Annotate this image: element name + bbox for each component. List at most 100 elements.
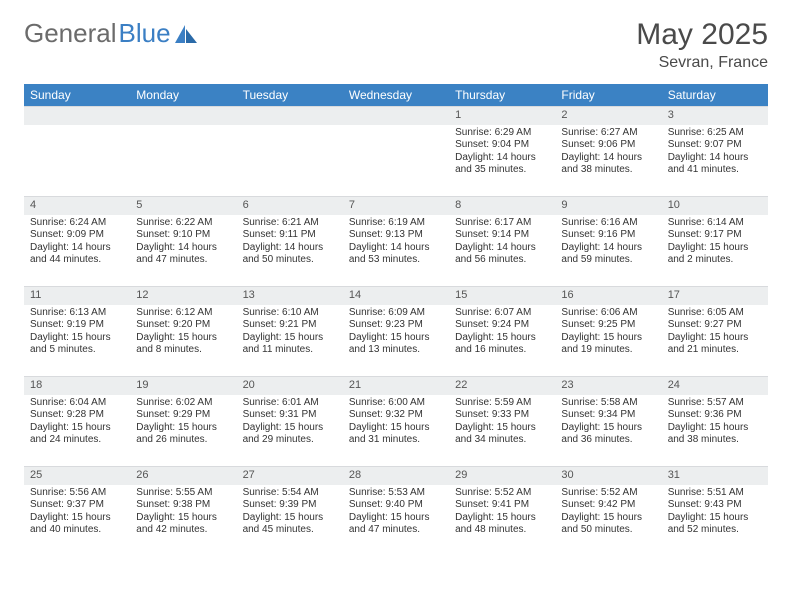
- day-cell: 19Sunrise: 6:02 AMSunset: 9:29 PMDayligh…: [130, 376, 236, 466]
- day-cell: [130, 106, 236, 196]
- sunrise-text: Sunrise: 5:52 AM: [455, 487, 549, 500]
- sunrise-text: Sunrise: 6:14 AM: [668, 217, 762, 230]
- daylight-text: Daylight: 15 hours and 34 minutes.: [455, 422, 549, 447]
- sunset-text: Sunset: 9:38 PM: [136, 499, 230, 512]
- day-number: 28: [343, 466, 449, 485]
- sunrise-text: Sunrise: 6:04 AM: [30, 397, 124, 410]
- daylight-text: Daylight: 14 hours and 41 minutes.: [668, 152, 762, 177]
- location: Sevran, France: [636, 54, 768, 72]
- daylight-text: Daylight: 14 hours and 38 minutes.: [561, 152, 655, 177]
- day-body: Sunrise: 6:01 AMSunset: 9:31 PMDaylight:…: [237, 395, 343, 451]
- day-cell: 21Sunrise: 6:00 AMSunset: 9:32 PMDayligh…: [343, 376, 449, 466]
- sunset-text: Sunset: 9:43 PM: [668, 499, 762, 512]
- weekday-header: Thursday: [449, 84, 555, 106]
- sunrise-text: Sunrise: 6:09 AM: [349, 307, 443, 320]
- daylight-text: Daylight: 15 hours and 8 minutes.: [136, 332, 230, 357]
- sunset-text: Sunset: 9:06 PM: [561, 139, 655, 152]
- sunrise-text: Sunrise: 5:52 AM: [561, 487, 655, 500]
- sunrise-text: Sunrise: 6:25 AM: [668, 127, 762, 140]
- sunset-text: Sunset: 9:29 PM: [136, 409, 230, 422]
- day-cell: 31Sunrise: 5:51 AMSunset: 9:43 PMDayligh…: [662, 466, 768, 556]
- day-number: 19: [130, 376, 236, 395]
- day-body: Sunrise: 5:55 AMSunset: 9:38 PMDaylight:…: [130, 485, 236, 541]
- daylight-text: Daylight: 15 hours and 40 minutes.: [30, 512, 124, 537]
- day-number: [237, 106, 343, 125]
- daylight-text: Daylight: 15 hours and 11 minutes.: [243, 332, 337, 357]
- sunset-text: Sunset: 9:40 PM: [349, 499, 443, 512]
- day-cell: 10 Sunrise: 6:14 AMSunset: 9:17 PMDayligh…: [662, 196, 768, 286]
- day-cell: 24Sunrise: 5:57 AMSunset: 9:36 PMDayligh…: [662, 376, 768, 466]
- day-cell: 25Sunrise: 5:56 AMSunset: 9:37 PMDayligh…: [24, 466, 130, 556]
- day-number: 26: [130, 466, 236, 485]
- calendar-body: 1Sunrise: 6:29 AMSunset: 9:04 PMDaylight…: [24, 106, 768, 556]
- day-body: Sunrise: 6:13 AMSunset: 9:19 PMDaylight:…: [24, 305, 130, 361]
- day-body: Sunrise: 6:07 AMSunset: 9:24 PMDaylight:…: [449, 305, 555, 361]
- weekday-header: Tuesday: [237, 84, 343, 106]
- day-number: 9: [555, 196, 661, 215]
- day-body: Sunrise: 6:25 AMSunset: 9:07 PMDaylight:…: [662, 125, 768, 181]
- sunset-text: Sunset: 9:34 PM: [561, 409, 655, 422]
- day-body: Sunrise: 6:19 AMSunset: 9:13 PMDaylight:…: [343, 215, 449, 271]
- day-cell: 12Sunrise: 6:12 AMSunset: 9:20 PMDayligh…: [130, 286, 236, 376]
- daylight-text: Daylight: 15 hours and 2 minutes.: [668, 242, 762, 267]
- day-cell: 2Sunrise: 6:27 AMSunset: 9:06 PMDaylight…: [555, 106, 661, 196]
- day-number: 17: [662, 286, 768, 305]
- daylight-text: Daylight: 15 hours and 48 minutes.: [455, 512, 549, 537]
- sunrise-text: Sunrise: 6:07 AM: [455, 307, 549, 320]
- daylight-text: Daylight: 15 hours and 26 minutes.: [136, 422, 230, 447]
- day-number: [343, 106, 449, 125]
- sunset-text: Sunset: 9:37 PM: [30, 499, 124, 512]
- day-body: Sunrise: 6:16 AMSunset: 9:16 PMDaylight:…: [555, 215, 661, 271]
- day-cell: 7Sunrise: 6:19 AMSunset: 9:13 PMDaylight…: [343, 196, 449, 286]
- sunrise-text: Sunrise: 6:10 AM: [243, 307, 337, 320]
- day-body: Sunrise: 6:24 AMSunset: 9:09 PMDaylight:…: [24, 215, 130, 271]
- daylight-text: Daylight: 15 hours and 13 minutes.: [349, 332, 443, 357]
- day-body: Sunrise: 5:52 AMSunset: 9:41 PMDaylight:…: [449, 485, 555, 541]
- day-cell: 11Sunrise: 6:13 AMSunset: 9:19 PMDayligh…: [24, 286, 130, 376]
- day-cell: 29Sunrise: 5:52 AMSunset: 9:41 PMDayligh…: [449, 466, 555, 556]
- daylight-text: Daylight: 15 hours and 29 minutes.: [243, 422, 337, 447]
- day-number: 2: [555, 106, 661, 125]
- day-number: 10: [662, 196, 768, 215]
- day-number: 11: [24, 286, 130, 305]
- sunset-text: Sunset: 9:21 PM: [243, 319, 337, 332]
- day-number: 16: [555, 286, 661, 305]
- daylight-text: Daylight: 14 hours and 44 minutes.: [30, 242, 124, 267]
- daylight-text: Daylight: 15 hours and 50 minutes.: [561, 512, 655, 537]
- sunset-text: Sunset: 9:23 PM: [349, 319, 443, 332]
- day-number: 14: [343, 286, 449, 305]
- logo-text-2: Blue: [119, 18, 171, 49]
- day-body: Sunrise: 6:09 AMSunset: 9:23 PMDaylight:…: [343, 305, 449, 361]
- day-body: Sunrise: 6:12 AMSunset: 9:20 PMDaylight:…: [130, 305, 236, 361]
- sunset-text: Sunset: 9:19 PM: [30, 319, 124, 332]
- sunrise-text: Sunrise: 6:05 AM: [668, 307, 762, 320]
- day-number: 4: [24, 196, 130, 215]
- sunrise-text: Sunrise: 6:21 AM: [243, 217, 337, 230]
- sunrise-text: Sunrise: 6:13 AM: [30, 307, 124, 320]
- daylight-text: Daylight: 15 hours and 19 minutes.: [561, 332, 655, 357]
- sunset-text: Sunset: 9:04 PM: [455, 139, 549, 152]
- sunrise-text: Sunrise: 6:17 AM: [455, 217, 549, 230]
- day-body: [130, 125, 236, 185]
- day-body: Sunrise: 6:21 AMSunset: 9:11 PMDaylight:…: [237, 215, 343, 271]
- day-cell: 5Sunrise: 6:22 AMSunset: 9:10 PMDaylight…: [130, 196, 236, 286]
- day-cell: 14Sunrise: 6:09 AMSunset: 9:23 PMDayligh…: [343, 286, 449, 376]
- day-body: Sunrise: 5:59 AMSunset: 9:33 PMDaylight:…: [449, 395, 555, 451]
- sunset-text: Sunset: 9:24 PM: [455, 319, 549, 332]
- day-number: 20: [237, 376, 343, 395]
- sunrise-text: Sunrise: 6:16 AM: [561, 217, 655, 230]
- day-cell: [237, 106, 343, 196]
- weekday-header: Wednesday: [343, 84, 449, 106]
- sunset-text: Sunset: 9:33 PM: [455, 409, 549, 422]
- sunrise-text: Sunrise: 6:24 AM: [30, 217, 124, 230]
- sunset-text: Sunset: 9:17 PM: [668, 229, 762, 242]
- title-block: May 2025 Sevran, France: [636, 18, 768, 72]
- day-body: Sunrise: 5:57 AMSunset: 9:36 PMDaylight:…: [662, 395, 768, 451]
- daylight-text: Daylight: 15 hours and 16 minutes.: [455, 332, 549, 357]
- day-number: 3: [662, 106, 768, 125]
- day-number: 22: [449, 376, 555, 395]
- sunset-text: Sunset: 9:20 PM: [136, 319, 230, 332]
- weekday-header: Friday: [555, 84, 661, 106]
- day-cell: 8Sunrise: 6:17 AMSunset: 9:14 PMDaylight…: [449, 196, 555, 286]
- day-cell: 23Sunrise: 5:58 AMSunset: 9:34 PMDayligh…: [555, 376, 661, 466]
